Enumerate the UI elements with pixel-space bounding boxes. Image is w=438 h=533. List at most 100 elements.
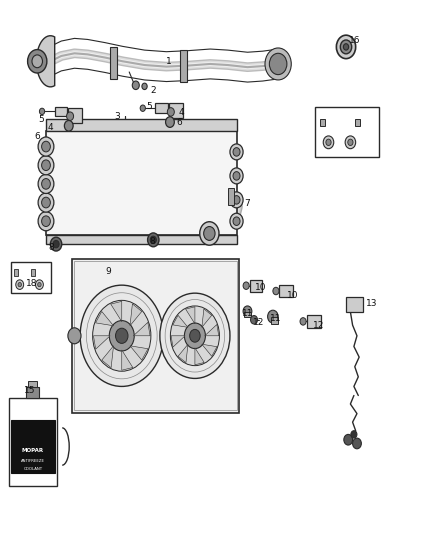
Circle shape (140, 105, 145, 111)
Circle shape (50, 237, 62, 251)
Circle shape (230, 144, 243, 160)
Bar (31, 269, 35, 276)
Bar (9, 398, 57, 486)
Bar (28, 381, 37, 387)
Text: 8: 8 (49, 243, 55, 252)
Polygon shape (102, 346, 113, 368)
Circle shape (38, 137, 54, 156)
Text: COOLANT: COOLANT (23, 466, 42, 471)
Polygon shape (93, 336, 110, 349)
Circle shape (230, 168, 243, 184)
Circle shape (343, 44, 349, 50)
Circle shape (38, 174, 54, 193)
Circle shape (243, 282, 249, 289)
Bar (346, 297, 363, 312)
Polygon shape (134, 322, 150, 336)
Circle shape (42, 160, 50, 171)
Bar (74, 261, 237, 410)
Polygon shape (111, 301, 122, 321)
Text: 4: 4 (48, 124, 53, 132)
Text: 6: 6 (177, 118, 183, 127)
Circle shape (269, 53, 287, 75)
Circle shape (233, 196, 240, 204)
Bar (155, 103, 168, 113)
Polygon shape (202, 309, 212, 327)
Circle shape (142, 83, 147, 90)
Circle shape (132, 81, 139, 90)
Text: 3: 3 (114, 112, 120, 120)
Bar (46, 235, 237, 244)
Text: MOPAR: MOPAR (22, 448, 44, 454)
Text: 2: 2 (151, 86, 156, 95)
Circle shape (233, 148, 240, 156)
Circle shape (53, 240, 59, 248)
Circle shape (351, 431, 357, 438)
Text: 5: 5 (39, 115, 45, 124)
Text: 11: 11 (242, 309, 253, 318)
Circle shape (323, 136, 334, 149)
Circle shape (348, 139, 353, 146)
Bar (180, 50, 187, 82)
Circle shape (38, 193, 54, 212)
Circle shape (67, 112, 74, 120)
Text: 15: 15 (24, 386, 35, 394)
Circle shape (353, 438, 361, 449)
Text: 12: 12 (253, 319, 264, 327)
Bar (11, 420, 55, 473)
Circle shape (160, 293, 230, 378)
Circle shape (64, 120, 73, 131)
Bar (169, 103, 183, 118)
Circle shape (38, 282, 41, 287)
Circle shape (110, 321, 134, 351)
Bar (307, 315, 321, 328)
Circle shape (170, 306, 219, 366)
Text: 18: 18 (26, 279, 38, 288)
Circle shape (233, 172, 240, 180)
Text: 1: 1 (166, 57, 172, 66)
Bar (72, 259, 239, 413)
Circle shape (344, 434, 353, 445)
Circle shape (336, 35, 356, 59)
Text: 7: 7 (244, 199, 251, 208)
Polygon shape (130, 304, 142, 326)
Text: 13: 13 (366, 300, 377, 308)
Circle shape (190, 329, 200, 342)
Polygon shape (130, 346, 148, 360)
Circle shape (116, 328, 128, 343)
Text: 8: 8 (149, 238, 155, 246)
Circle shape (42, 216, 50, 227)
Text: 11: 11 (270, 314, 282, 322)
Circle shape (150, 236, 156, 244)
Circle shape (68, 328, 81, 344)
Bar (250, 280, 262, 292)
Text: 10: 10 (287, 292, 298, 300)
Bar (46, 119, 237, 131)
Circle shape (16, 280, 24, 289)
Bar (315, 107, 379, 157)
Text: 4: 4 (179, 109, 184, 117)
Polygon shape (95, 311, 113, 326)
Circle shape (184, 323, 205, 349)
Bar (110, 47, 117, 79)
Circle shape (167, 108, 174, 116)
Circle shape (200, 222, 219, 245)
Circle shape (93, 301, 151, 371)
Polygon shape (195, 348, 204, 365)
Circle shape (300, 318, 306, 325)
Circle shape (148, 233, 159, 247)
Circle shape (80, 285, 163, 386)
Circle shape (42, 197, 50, 208)
Circle shape (204, 227, 215, 240)
Text: 16: 16 (349, 36, 360, 45)
Circle shape (230, 213, 243, 229)
Text: 12: 12 (313, 321, 325, 329)
Bar (14, 269, 18, 276)
Circle shape (35, 280, 43, 289)
Circle shape (268, 310, 278, 323)
Polygon shape (178, 344, 188, 362)
Circle shape (42, 141, 50, 152)
Circle shape (251, 316, 258, 324)
Circle shape (340, 40, 352, 54)
Text: 6: 6 (34, 133, 40, 141)
Circle shape (28, 50, 47, 73)
